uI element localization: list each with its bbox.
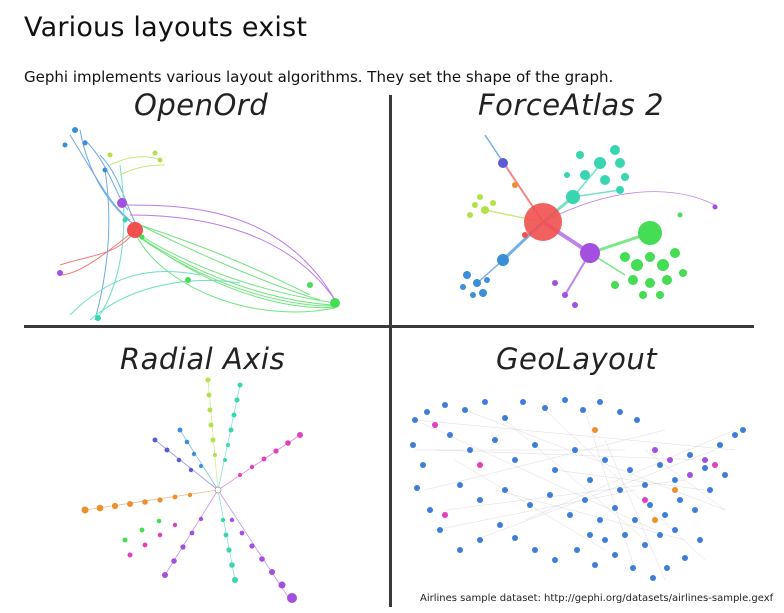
geolayout-label: GeoLayout (496, 342, 658, 376)
radial-axis-label: Radial Axis (120, 342, 286, 376)
dataset-caption: Airlines sample dataset: http://gephi.or… (420, 593, 774, 604)
slide-subtitle: Gephi implements various layout algorith… (24, 68, 614, 86)
radial-axis-graph (81, 377, 303, 603)
geolayout-graph (410, 397, 746, 581)
slide-title: Various layouts exist (24, 12, 308, 43)
openord-label: OpenOrd (134, 88, 269, 122)
forceatlas-label: ForceAtlas 2 (478, 88, 664, 122)
openord-graph (57, 127, 340, 321)
vertical-divider (389, 95, 392, 607)
radial-center (81, 377, 303, 603)
forceatlas-graph (460, 134, 718, 308)
